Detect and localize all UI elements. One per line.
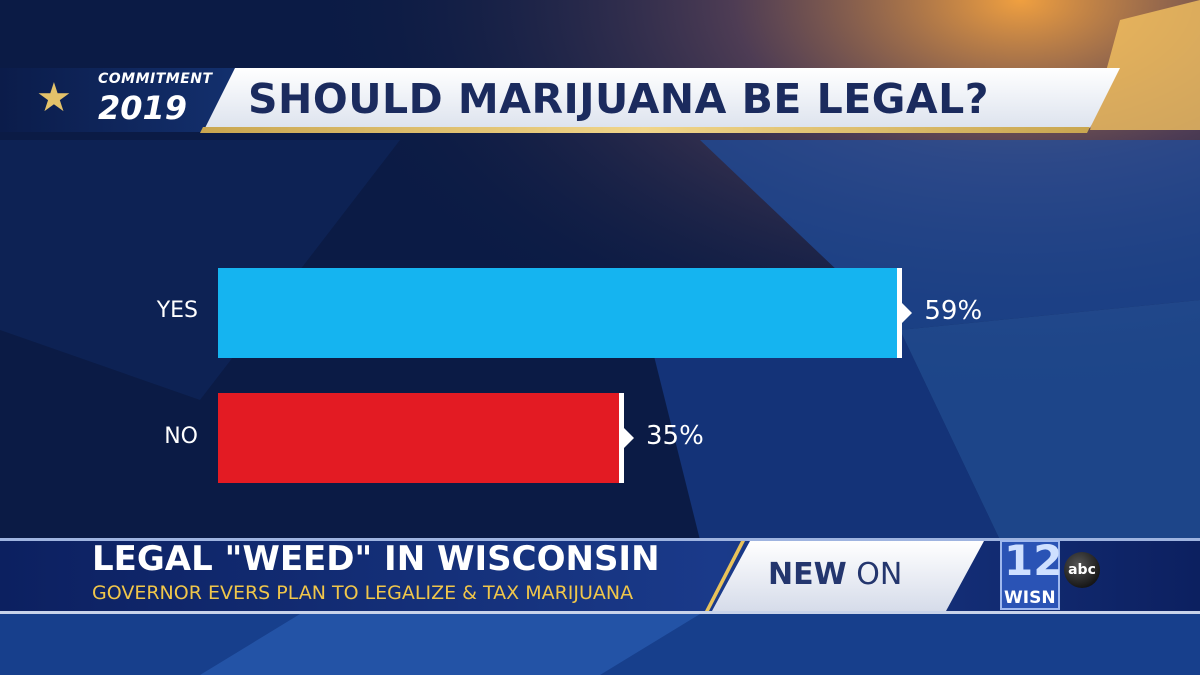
new-on-tag: NEW ON bbox=[768, 555, 902, 595]
value-label-no: 35% bbox=[646, 421, 704, 451]
bar-no bbox=[218, 393, 624, 483]
star-icon: ★ bbox=[36, 75, 72, 121]
new-on-rest: ON bbox=[846, 557, 903, 592]
lower-third-bottom-line bbox=[0, 611, 1200, 614]
value-label-yes: 59% bbox=[924, 296, 983, 326]
brand-top: COMMITMENT bbox=[98, 71, 213, 87]
station-logo bbox=[1000, 540, 1060, 610]
bar-tip-yes bbox=[902, 303, 913, 323]
station-name: WISN bbox=[1004, 588, 1056, 608]
subheadline: GOVERNOR EVERS PLAN TO LEGALIZE & TAX MA… bbox=[92, 582, 634, 604]
commitment-2019-banner bbox=[0, 68, 240, 132]
category-label-yes: YES bbox=[156, 298, 198, 323]
bar-tip-no bbox=[624, 428, 634, 448]
chart-title: SHOULD MARIJUANA BE LEGAL? bbox=[248, 75, 990, 123]
category-label-no: NO bbox=[164, 424, 198, 449]
channel-number: 12 bbox=[1004, 536, 1063, 585]
headline: LEGAL "WEED" IN WISCONSIN bbox=[92, 539, 660, 579]
title-bar bbox=[205, 68, 1120, 128]
new-on-box bbox=[712, 541, 984, 611]
brand-year: 2019 bbox=[98, 89, 188, 127]
new-on-bold: NEW bbox=[768, 557, 847, 592]
lower-third-top-line bbox=[0, 538, 1200, 541]
bar-yes bbox=[218, 268, 903, 358]
abc-logo: abc bbox=[1064, 552, 1100, 588]
title-underline bbox=[200, 127, 1090, 133]
